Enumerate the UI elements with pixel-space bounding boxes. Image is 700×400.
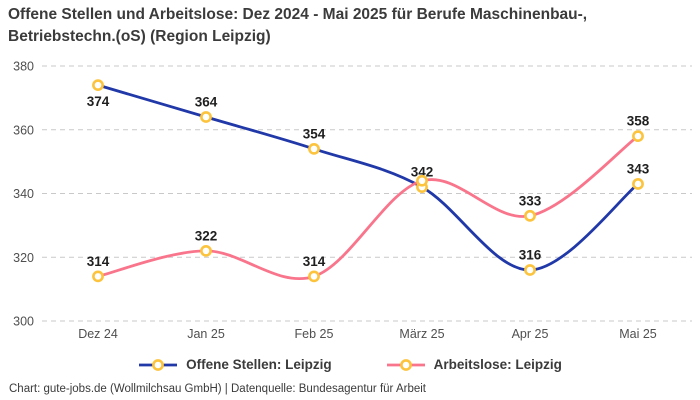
data-point-label: 364 bbox=[195, 95, 218, 110]
legend-marker-icon bbox=[139, 358, 178, 371]
data-point-label: 322 bbox=[195, 228, 218, 243]
data-point-marker[interactable] bbox=[632, 178, 644, 190]
legend-item-1[interactable]: Arbeitslose: Leipzig bbox=[386, 357, 562, 372]
data-point-label: 358 bbox=[627, 114, 650, 129]
x-axis-tick-label: Feb 25 bbox=[295, 327, 334, 341]
data-point-marker[interactable] bbox=[524, 264, 536, 276]
legend-item-0[interactable]: Offene Stellen: Leipzig bbox=[138, 357, 332, 372]
data-point-marker[interactable] bbox=[200, 111, 212, 123]
x-axis-tick-label: Apr 25 bbox=[512, 327, 549, 341]
x-axis-tick-label: Dez 24 bbox=[78, 327, 118, 341]
data-point-marker[interactable] bbox=[524, 209, 536, 222]
legend-label: Offene Stellen: Leipzig bbox=[186, 357, 332, 372]
x-axis-tick-label: Jan 25 bbox=[187, 327, 225, 341]
chart-title: Offene Stellen und Arbeitslose: Dez 2024… bbox=[8, 6, 588, 45]
y-axis-tick-label: 380 bbox=[13, 60, 34, 74]
data-point-label: 314 bbox=[87, 254, 110, 269]
data-point-marker[interactable] bbox=[308, 270, 320, 283]
y-axis-tick-label: 340 bbox=[13, 187, 34, 201]
chart-legend: Offene Stellen: Leipzig Arbeitslose: Leip… bbox=[0, 357, 700, 372]
data-point-label: 374 bbox=[87, 94, 110, 109]
data-point-label: 342 bbox=[411, 165, 434, 180]
data-point-marker[interactable] bbox=[632, 130, 644, 143]
line-chart-plot-area: 300 320 340 360 380 Dez 24 Jan 25 Feb 25 März 25… bbox=[13, 60, 692, 341]
data-point-label: 314 bbox=[303, 254, 326, 269]
series-line-0 bbox=[96, 83, 640, 272]
legend-label: Arbeitslose: Leipzig bbox=[433, 357, 562, 372]
attribution-footer: Chart: gute-jobs.de (Wollmilchsau GmbH) … bbox=[9, 383, 426, 395]
data-point-label: 316 bbox=[519, 248, 542, 263]
y-axis-tick-label: 300 bbox=[13, 315, 34, 329]
data-point-label: 343 bbox=[627, 161, 650, 176]
data-point-marker[interactable] bbox=[416, 174, 428, 187]
data-point-marker[interactable] bbox=[308, 142, 320, 155]
data-point-label: 333 bbox=[519, 193, 542, 208]
data-point-marker[interactable] bbox=[200, 244, 212, 257]
legend-marker-icon bbox=[386, 358, 425, 371]
data-point-marker[interactable] bbox=[92, 79, 104, 92]
data-point-marker[interactable] bbox=[92, 270, 104, 283]
x-axis-tick-label: Mai 25 bbox=[619, 327, 657, 341]
data-point-label: 354 bbox=[303, 126, 326, 141]
x-axis-tick-label: März 25 bbox=[399, 327, 444, 341]
y-axis-tick-label: 320 bbox=[13, 251, 34, 265]
y-axis-tick-label: 360 bbox=[13, 123, 34, 137]
